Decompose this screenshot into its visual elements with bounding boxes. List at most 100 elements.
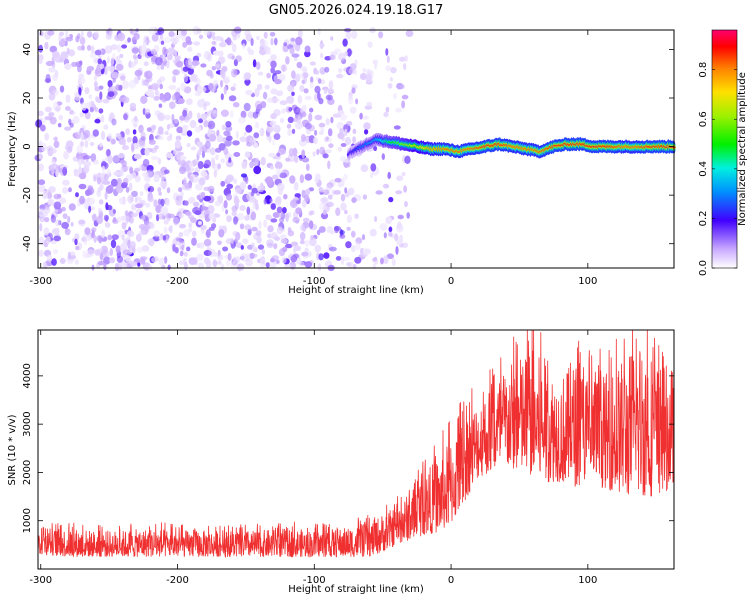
noise-blob (144, 70, 153, 80)
noise-blob (121, 234, 125, 241)
noise-blob (301, 104, 307, 112)
noise-blob (137, 262, 141, 267)
noise-blob (302, 217, 310, 223)
noise-blob (318, 253, 324, 261)
noise-blob (309, 210, 315, 216)
noise-blob (302, 233, 306, 238)
noise-blob (183, 73, 189, 83)
noise-blob (364, 129, 369, 135)
noise-blob (354, 213, 359, 219)
noise-blob (38, 236, 45, 245)
noise-blob (226, 174, 234, 183)
noise-blob (387, 82, 393, 89)
noise-blob (265, 262, 270, 268)
noise-blob (151, 83, 159, 91)
noise-blob (397, 214, 404, 220)
noise-blob (100, 115, 105, 123)
noise-blob (395, 190, 403, 195)
noise-blob (263, 219, 268, 228)
noise-blob (114, 263, 119, 272)
noise-blob (122, 182, 128, 187)
noise-blob (285, 157, 291, 162)
noise-blob (270, 37, 274, 46)
noise-blob (83, 240, 88, 246)
noise-blob (337, 52, 346, 61)
noise-blob (335, 207, 341, 216)
noise-blob (293, 56, 298, 62)
noise-blob (316, 148, 320, 155)
noise-blob (218, 228, 225, 238)
snr-line (37, 329, 675, 559)
noise-blob (121, 221, 127, 230)
noise-blob (197, 99, 205, 108)
noise-blob (288, 147, 294, 157)
noise-blob (307, 251, 312, 257)
noise-blob (208, 82, 214, 91)
noise-blob (132, 136, 138, 145)
noise-blob (232, 83, 237, 88)
noise-blob (313, 137, 318, 145)
noise-blob (92, 129, 100, 137)
noise-blob (186, 246, 191, 252)
noise-blob (193, 257, 198, 266)
noise-blob (142, 172, 149, 178)
noise-blob (123, 262, 128, 269)
noise-blob (160, 40, 165, 45)
noise-blob (310, 235, 314, 240)
noise-blob (78, 172, 87, 180)
noise-blob (228, 95, 237, 102)
noise-blob (308, 220, 314, 230)
noise-blob (235, 187, 242, 194)
noise-blob (346, 48, 352, 57)
noise-blob (104, 191, 108, 200)
noise-blob (232, 102, 240, 108)
noise-blob (282, 246, 288, 253)
noise-blob (336, 121, 345, 130)
noise-blob (62, 213, 68, 220)
noise-blob (369, 228, 377, 237)
noise-blob (226, 193, 232, 201)
noise-blob (268, 152, 276, 158)
noise-blob (223, 147, 229, 155)
noise-blob (174, 247, 179, 254)
noise-blob (87, 197, 91, 202)
noise-blob (231, 55, 235, 60)
noise-blob (194, 167, 201, 173)
noise-blob (304, 261, 313, 268)
noise-blob (55, 170, 59, 177)
x-tick-label: 100 (578, 276, 597, 287)
noise-blob (182, 29, 187, 35)
noise-blob (270, 218, 278, 223)
noise-blob (48, 164, 53, 171)
noise-blob (133, 153, 142, 160)
noise-blob (39, 31, 44, 37)
noise-blob (162, 46, 167, 55)
noise-blob (346, 121, 353, 126)
noise-blob (219, 80, 224, 88)
noise-blob (339, 155, 347, 162)
noise-blob (46, 254, 53, 262)
noise-blob (302, 72, 309, 78)
noise-blob (74, 259, 79, 265)
colorbar-tick-label: 0.0 (698, 260, 709, 276)
noise-blob (45, 60, 54, 67)
noise-blob (314, 244, 322, 253)
noise-blob (259, 49, 266, 56)
noise-blob (235, 130, 239, 139)
noise-blob (305, 163, 310, 171)
noise-blob (121, 145, 130, 151)
noise-blob (244, 215, 250, 221)
noise-blob (367, 41, 373, 48)
noise-blob (44, 41, 49, 50)
noise-blob (126, 137, 132, 143)
snr-frame (37, 329, 675, 570)
x-tick-label: 0 (448, 276, 454, 287)
noise-blob (360, 164, 369, 173)
noise-blob (335, 256, 342, 261)
noise-blob (107, 234, 113, 241)
noise-blob (75, 192, 79, 198)
noise-blob (189, 161, 194, 169)
noise-blob (168, 30, 175, 38)
colorbar-tick-label: 0.2 (698, 210, 709, 226)
